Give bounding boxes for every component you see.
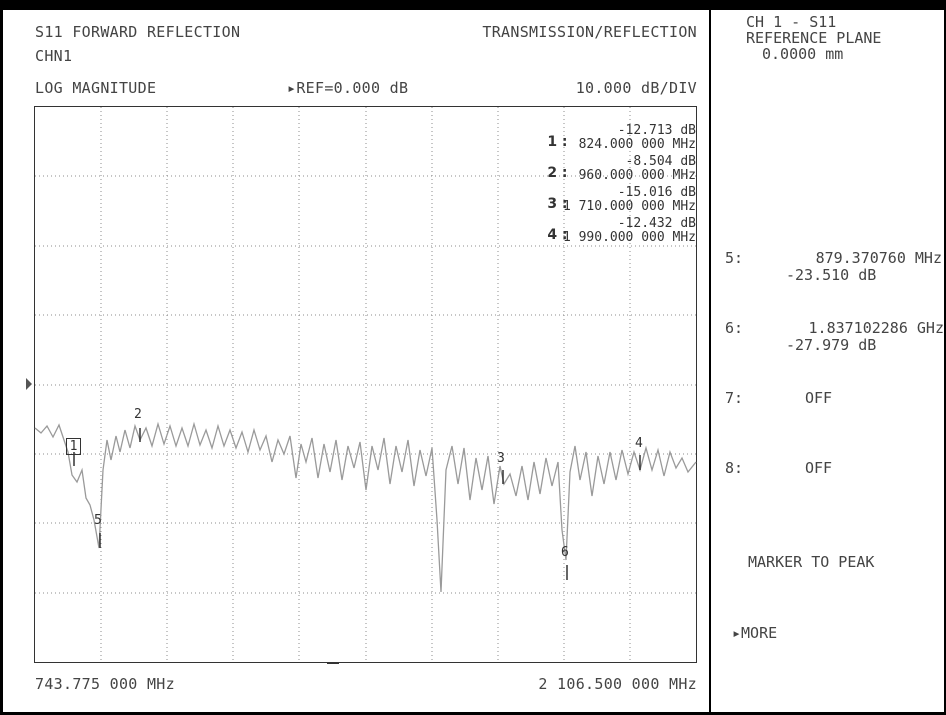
more-softkey[interactable]: ▸MORE <box>732 624 778 642</box>
channel-label: CHN1 <box>35 47 73 65</box>
marker-row-4: 4 : <box>547 227 568 243</box>
marker-7-value: OFF <box>805 389 833 407</box>
reference-plane-value: 0.0000 mm <box>762 45 844 63</box>
marker-8-softkey[interactable]: 8: OFF <box>712 456 944 480</box>
marker-row-3: 3 : <box>547 196 568 212</box>
trace-marker-5[interactable]: 5 <box>94 513 102 528</box>
trace-marker-1[interactable]: 1 <box>66 438 81 455</box>
marker-5-freq: 879.370760 MHz <box>815 249 942 267</box>
trace-plot <box>34 106 697 663</box>
marker-6-softkey[interactable]: 6: 1.837102286 GHz -27.979 dB <box>712 316 944 356</box>
marker-row-2: 2 : <box>547 165 568 181</box>
marker-6-label: 6: <box>725 319 744 337</box>
marker-4-value: -12.432 dB <box>617 216 696 231</box>
center-tick <box>327 662 339 664</box>
marker-8-label: 8: <box>725 459 744 477</box>
marker-6-freq: 1.837102286 GHz <box>808 319 944 337</box>
marker-7-label: 7: <box>725 389 744 407</box>
graticule <box>35 107 696 662</box>
reference-plane-label: REFERENCE PLANE <box>746 29 882 47</box>
scale-per-division: 10.000 dB/DIV <box>575 79 697 97</box>
marker-4-freq: 1 990.000 000 MHz <box>562 230 696 245</box>
marker-3-freq: 1 710.000 000 MHz <box>562 199 696 214</box>
start-frequency: 743.775 000 MHz <box>35 675 175 693</box>
trace-marker-2[interactable]: 2 <box>134 407 142 422</box>
title-right: TRANSMISSION/REFLECTION <box>482 23 697 41</box>
marker-to-peak-softkey[interactable]: MARKER TO PEAK <box>748 553 875 571</box>
trace-marker-3[interactable]: 3 <box>497 451 505 466</box>
marker-2-freq: 960.000 000 MHz <box>578 168 696 183</box>
title-left: S11 FORWARD REFLECTION <box>35 23 241 41</box>
marker-7-softkey[interactable]: 7: OFF <box>712 386 944 410</box>
stop-frequency: 2 106.500 000 MHz <box>538 675 697 693</box>
marker-row-1: 1 : <box>547 134 568 150</box>
marker-5-label: 5: <box>725 249 744 267</box>
format-label: LOG MAGNITUDE <box>35 79 157 97</box>
channel-parameter: CH 1 - S11 <box>746 13 837 31</box>
marker-6-value: -27.979 dB <box>786 336 877 354</box>
marker-8-value: OFF <box>805 459 833 477</box>
marker-1-value: -12.713 dB <box>617 123 696 138</box>
trace-marker-6[interactable]: 6 <box>561 545 569 560</box>
marker-5-value: -23.510 dB <box>786 266 877 284</box>
marker-1-freq: 824.000 000 MHz <box>578 137 696 152</box>
trace-marker-4[interactable]: 4 <box>635 436 643 451</box>
marker-5-softkey[interactable]: 5: 879.370760 MHz -23.510 dB <box>712 246 944 286</box>
reference-level: ▸REF=0.000 dB <box>287 79 409 97</box>
marker-2-value: -8.504 dB <box>625 154 696 169</box>
marker-3-value: -15.016 dB <box>617 185 696 200</box>
panel-divider <box>709 10 711 713</box>
